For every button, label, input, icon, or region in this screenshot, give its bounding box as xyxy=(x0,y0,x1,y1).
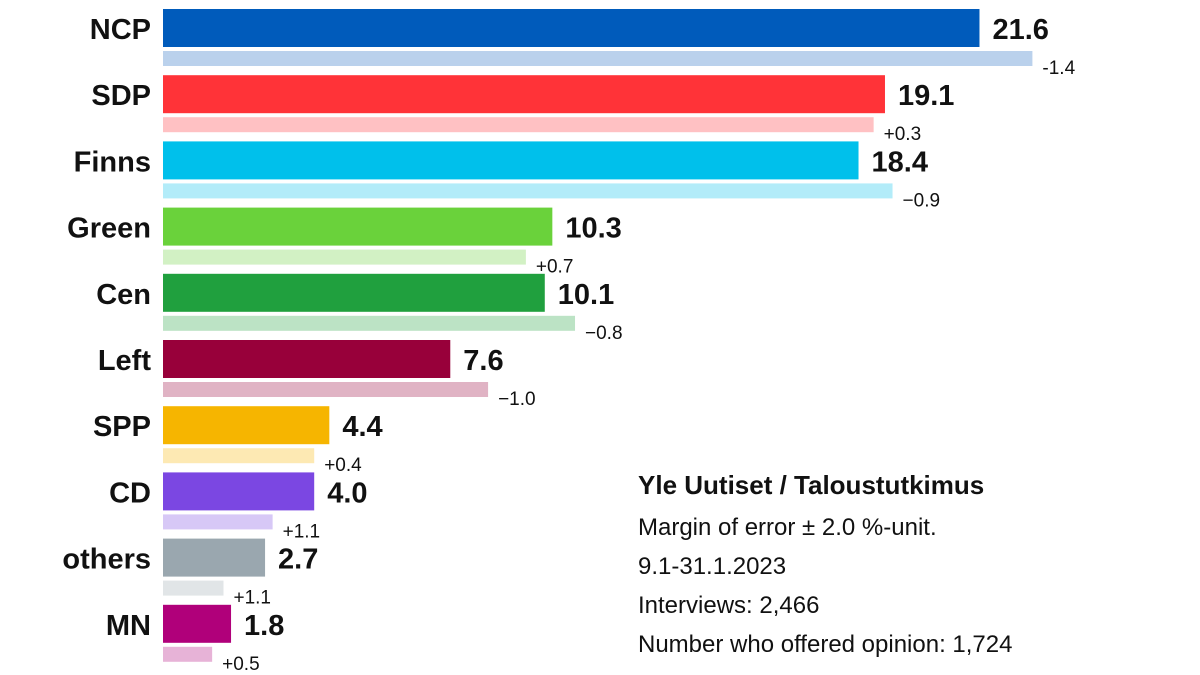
category-label: MN xyxy=(106,610,151,642)
bar-previous xyxy=(163,51,1033,66)
bar-previous xyxy=(163,646,213,662)
change-label: +1.1 xyxy=(283,521,321,542)
bar-current xyxy=(163,406,330,445)
value-label: 7.6 xyxy=(463,345,503,377)
value-label: 18.4 xyxy=(872,146,928,178)
value-label: 10.1 xyxy=(558,279,614,311)
bar-previous xyxy=(163,117,874,133)
category-label: others xyxy=(62,544,151,576)
change-label: -1.4 xyxy=(1042,58,1075,79)
change-label: −0.8 xyxy=(585,323,623,344)
bar-previous xyxy=(163,448,315,464)
poll-info-box: Yle Uutiset / Taloustutkimus Margin of e… xyxy=(638,470,1178,670)
category-label: Finns xyxy=(74,146,151,178)
category-label: SDP xyxy=(91,80,151,112)
bar-previous xyxy=(163,183,893,199)
change-label: +0.7 xyxy=(536,257,574,278)
interviews-text: Interviews: 2,466 xyxy=(638,592,820,619)
value-label: 10.3 xyxy=(565,213,621,245)
change-label: +1.1 xyxy=(233,588,271,609)
margin-of-error-text: Margin of error ± 2.0 %-unit. xyxy=(638,514,937,541)
category-label: SPP xyxy=(93,411,151,443)
bar-current xyxy=(163,340,451,378)
value-label: 21.6 xyxy=(992,14,1048,46)
category-label: NCP xyxy=(90,14,151,46)
change-label: +0.5 xyxy=(222,654,260,675)
category-label: Left xyxy=(98,345,152,377)
bar-current xyxy=(163,207,553,246)
bar-current xyxy=(163,538,266,577)
bar-previous xyxy=(163,249,526,265)
source-title: Yle Uutiset / Taloustutkimus xyxy=(638,470,985,500)
category-label: CD xyxy=(109,477,151,509)
value-label: 1.8 xyxy=(244,610,284,642)
category-label: Green xyxy=(67,213,151,245)
bar-current xyxy=(163,9,980,47)
category-label: Cen xyxy=(96,279,151,311)
bar-previous xyxy=(163,580,224,596)
change-label: +0.4 xyxy=(324,455,362,476)
opinion-count-text: Number who offered opinion: 1,724 xyxy=(638,631,1013,658)
bar-current xyxy=(163,604,232,643)
bar-current xyxy=(163,141,859,180)
bar-current xyxy=(163,472,315,511)
value-label: 4.4 xyxy=(342,411,382,443)
survey-period-text: 9.1-31.1.2023 xyxy=(638,553,787,580)
value-label: 2.7 xyxy=(278,544,318,576)
change-label: +0.3 xyxy=(884,124,922,145)
bar-previous xyxy=(163,514,273,530)
bar-current xyxy=(163,75,885,114)
value-label: 19.1 xyxy=(898,80,954,112)
change-label: −1.0 xyxy=(498,389,536,410)
bar-current xyxy=(163,273,545,312)
bar-previous xyxy=(163,382,489,397)
value-label: 4.0 xyxy=(327,477,367,509)
change-label: −0.9 xyxy=(903,190,941,211)
bar-previous xyxy=(163,315,576,331)
